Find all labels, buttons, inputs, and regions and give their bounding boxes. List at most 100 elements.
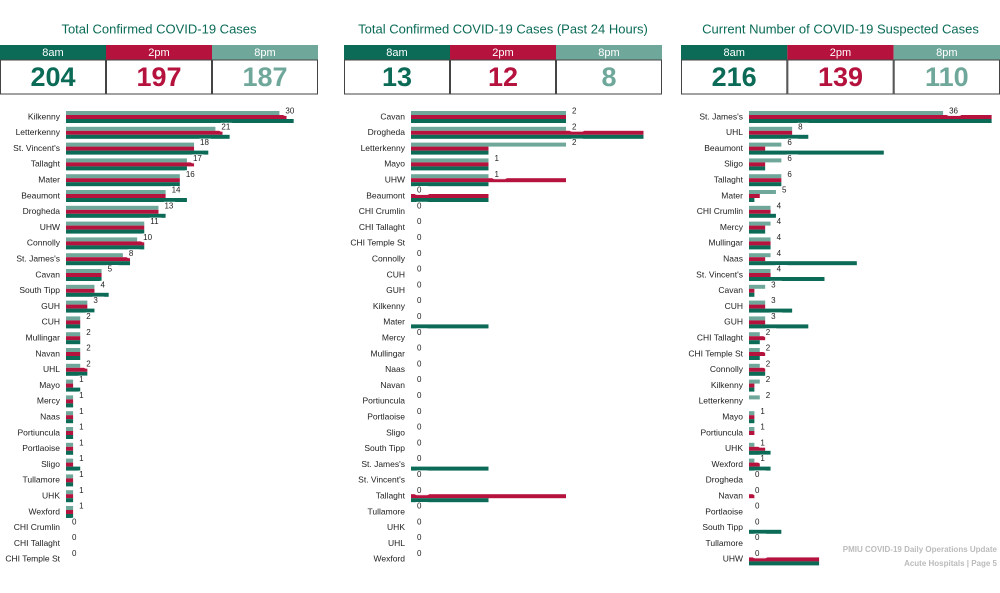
bar bbox=[411, 498, 489, 503]
kpi-box bbox=[0, 59, 106, 95]
bar bbox=[66, 316, 81, 321]
bar bbox=[66, 115, 287, 119]
data-label: 0 bbox=[417, 233, 422, 242]
data-label-bg bbox=[182, 170, 199, 180]
data-label: 2 bbox=[572, 138, 577, 147]
bar bbox=[66, 458, 74, 463]
category-label: Connolly bbox=[27, 238, 61, 248]
bar bbox=[66, 261, 131, 266]
bar bbox=[66, 178, 180, 183]
bar bbox=[66, 198, 187, 202]
data-label: 1 bbox=[495, 170, 500, 179]
data-label: 1 bbox=[495, 154, 500, 163]
bar bbox=[66, 332, 81, 337]
data-label-bg bbox=[69, 517, 85, 527]
data-label: 10 bbox=[143, 233, 152, 242]
bar bbox=[749, 379, 760, 384]
bar bbox=[66, 146, 195, 151]
bar bbox=[411, 142, 566, 147]
bar bbox=[749, 237, 771, 242]
bar bbox=[66, 415, 74, 420]
bar bbox=[749, 415, 755, 420]
category-label: CHI Temple St bbox=[350, 238, 405, 248]
category-label: Connolly bbox=[372, 253, 406, 263]
bar bbox=[749, 273, 771, 277]
data-label: 6 bbox=[787, 138, 792, 147]
bar bbox=[66, 482, 74, 487]
category-label: South Tipp bbox=[364, 443, 405, 453]
bar bbox=[411, 119, 566, 123]
bar bbox=[749, 225, 766, 230]
kpi-box bbox=[556, 59, 662, 95]
data-label: 3 bbox=[771, 296, 776, 305]
data-label: 1 bbox=[79, 502, 84, 511]
category-label: UHW bbox=[385, 174, 405, 184]
data-label: 2 bbox=[766, 344, 771, 353]
bar bbox=[66, 126, 216, 131]
category-label: Tullamore bbox=[368, 506, 406, 516]
data-label: 0 bbox=[72, 549, 77, 558]
bar bbox=[749, 213, 776, 218]
data-label: 1 bbox=[760, 438, 765, 447]
bar bbox=[66, 130, 223, 135]
category-label: Portlaoise bbox=[705, 506, 743, 516]
kpi-label: 2pm bbox=[148, 47, 169, 59]
bar bbox=[66, 213, 166, 218]
data-label-bg bbox=[76, 438, 93, 448]
bar bbox=[749, 308, 793, 313]
bar bbox=[66, 336, 81, 341]
kpi-box bbox=[106, 59, 212, 95]
data-label-bg bbox=[569, 107, 585, 116]
data-label-bg bbox=[189, 154, 206, 164]
category-label: UHL bbox=[726, 127, 743, 137]
bar bbox=[749, 348, 760, 352]
data-label-bg bbox=[90, 296, 107, 306]
kpi-box bbox=[681, 59, 788, 95]
bar bbox=[749, 529, 782, 534]
bar bbox=[749, 450, 771, 455]
bar bbox=[411, 178, 566, 183]
data-label: 0 bbox=[755, 549, 760, 558]
data-label: 13 bbox=[164, 201, 173, 210]
data-label-bg bbox=[83, 344, 100, 353]
data-label-bg bbox=[773, 265, 790, 274]
kpi-label: 2pm bbox=[492, 47, 513, 59]
category-label: Naas bbox=[385, 364, 405, 374]
kpi-label: 8pm bbox=[598, 47, 619, 59]
bar bbox=[66, 257, 131, 262]
bar bbox=[749, 229, 766, 234]
bar bbox=[749, 194, 760, 198]
data-label-bg bbox=[125, 249, 142, 259]
data-label-bg bbox=[414, 265, 430, 274]
bar bbox=[749, 442, 755, 447]
data-label-bg bbox=[414, 438, 430, 448]
bar bbox=[66, 182, 180, 187]
bar bbox=[749, 269, 771, 273]
bar bbox=[749, 257, 766, 262]
data-label: 1 bbox=[760, 454, 765, 463]
bar bbox=[66, 352, 81, 356]
bar bbox=[749, 336, 766, 341]
bar bbox=[411, 194, 489, 198]
category-label: Letterkenny bbox=[16, 127, 61, 137]
bar bbox=[749, 371, 766, 376]
bar bbox=[66, 363, 81, 368]
data-label: 3 bbox=[771, 280, 776, 289]
data-label-bg bbox=[76, 486, 93, 496]
bar bbox=[749, 166, 766, 171]
data-label: 2 bbox=[86, 312, 91, 321]
bar bbox=[749, 130, 793, 135]
kpi-box bbox=[787, 59, 894, 95]
kpi-header bbox=[787, 45, 894, 60]
data-label-bg bbox=[414, 533, 430, 543]
bar bbox=[749, 245, 771, 250]
bar bbox=[411, 182, 489, 187]
data-label-bg bbox=[752, 533, 768, 543]
bar bbox=[66, 166, 187, 171]
category-label: UHL bbox=[43, 364, 60, 374]
kpi-header bbox=[106, 45, 212, 60]
category-label: CHI Tallaght bbox=[359, 222, 406, 232]
category-label: St. James's bbox=[699, 111, 743, 121]
data-label-bg bbox=[414, 296, 430, 306]
category-label: South Tipp bbox=[702, 522, 743, 532]
